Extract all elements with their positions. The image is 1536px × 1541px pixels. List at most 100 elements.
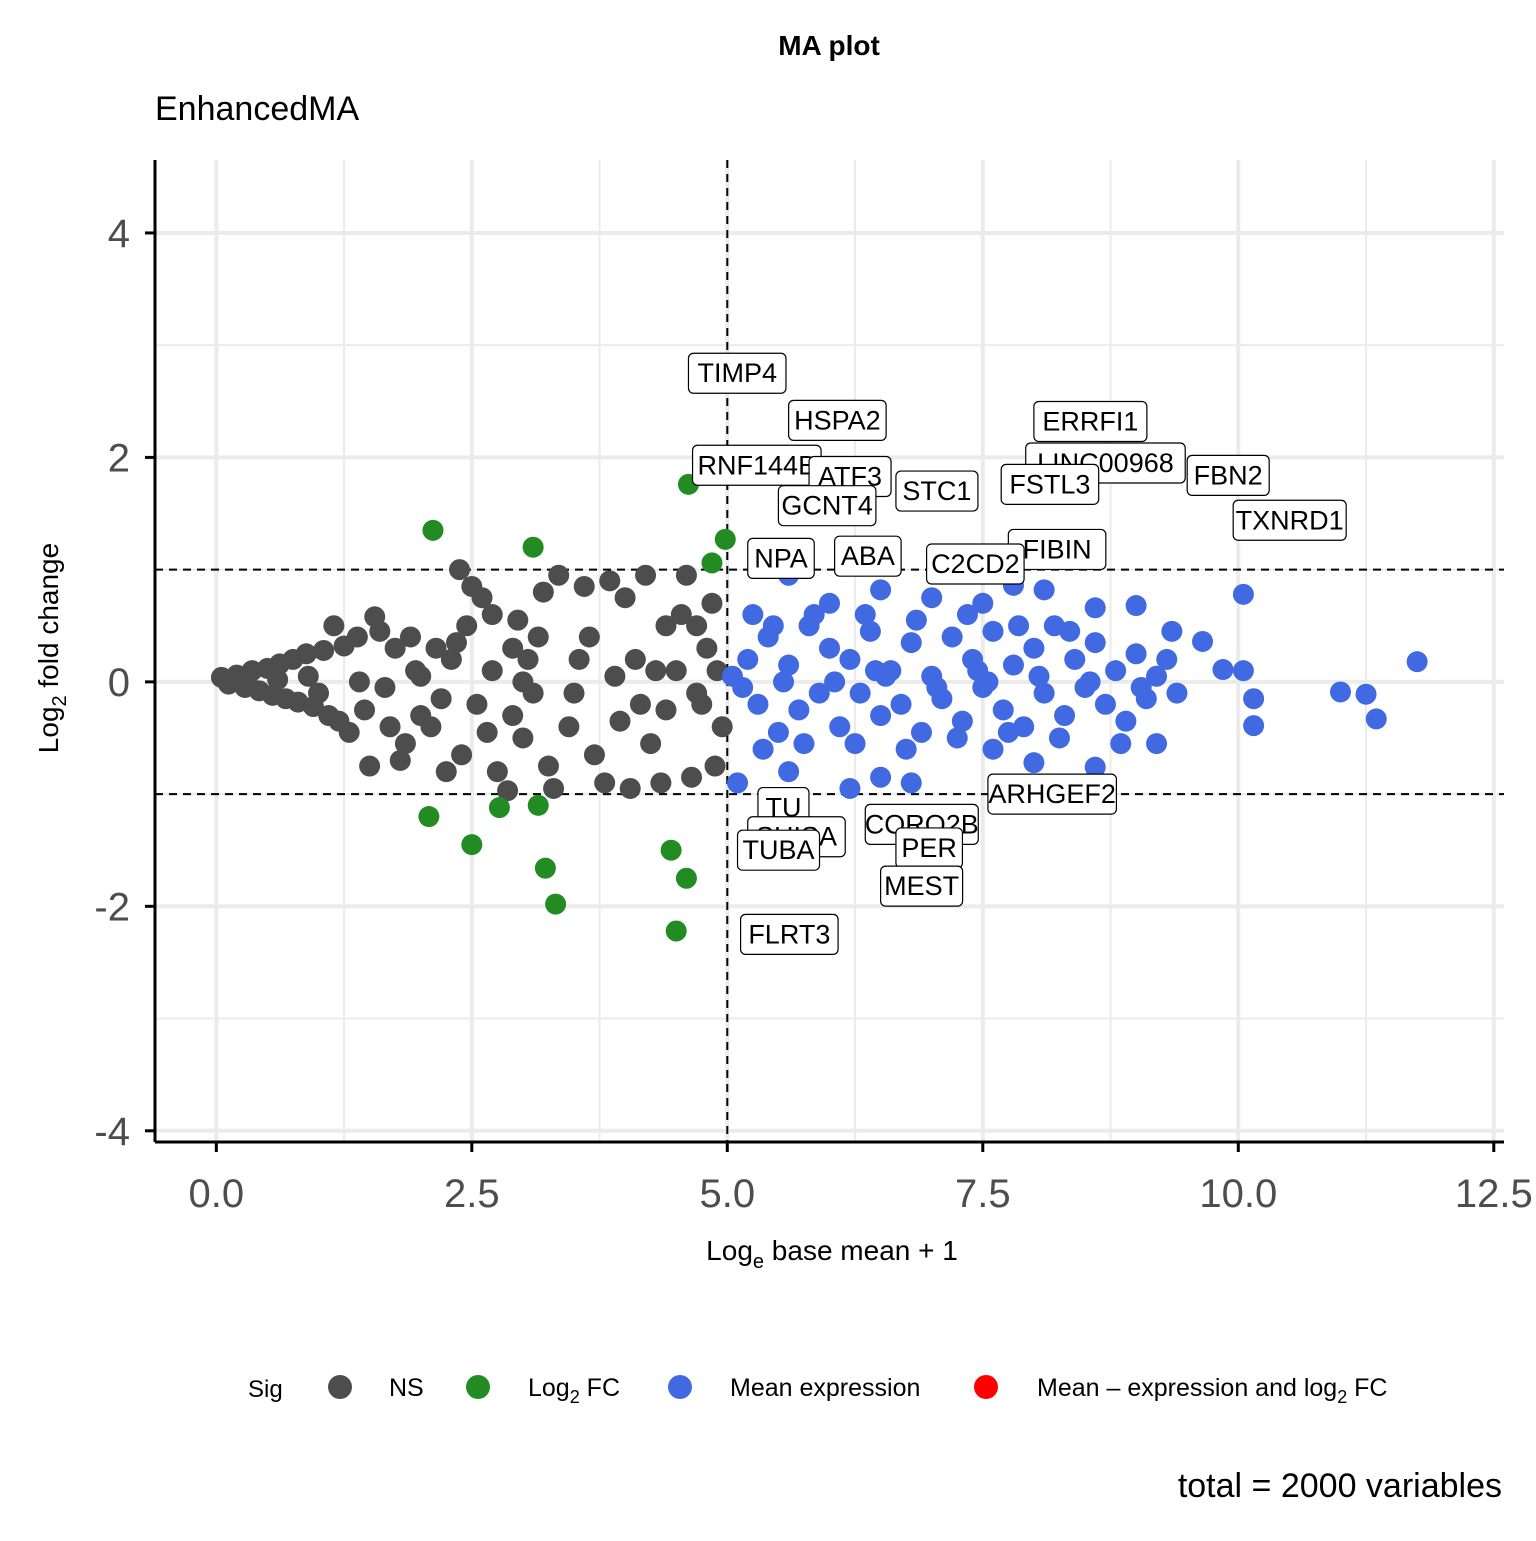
gene-label-box [788,399,887,441]
data-point [870,766,892,788]
data-point [839,777,861,799]
gene-label: C2CD2 [925,543,1025,585]
gene-label-box [879,865,964,907]
data-point [348,671,370,693]
data-point [394,733,416,755]
data-point [583,744,605,766]
data-point [711,716,733,738]
data-point [604,665,626,687]
data-point [1166,682,1188,704]
data-point [619,777,641,799]
gene-label: RNF144B [691,444,822,486]
data-point [517,648,539,670]
data-point [921,587,943,609]
gene-label-text: FSTL3 [1009,469,1090,499]
data-point [537,755,559,777]
data-point [788,699,810,721]
data-point [568,648,590,670]
gene-label-box [739,913,839,955]
y-tick-label: 0 [108,661,130,705]
data-point [609,710,631,732]
chart-title: MA plot [778,30,880,61]
data-point [456,615,478,637]
gene-label: ABA [834,535,902,577]
data-point [900,772,922,794]
gene-label-text: ARHGEF2 [988,779,1116,809]
data-point [655,699,677,721]
data-point [1048,727,1070,749]
data-point [399,626,421,648]
data-point [1115,710,1137,732]
data-point [425,637,447,659]
gene-label-text: FBN2 [1194,460,1263,490]
data-point [951,710,973,732]
data-point [476,721,498,743]
data-point [747,693,769,715]
gene-label-text: TXNRD1 [1236,505,1344,535]
data-point [1232,660,1254,682]
data-point [461,834,483,856]
gene-label: MEST [879,865,964,907]
data-point [374,676,396,698]
data-point [900,632,922,654]
legend-key [668,1375,692,1399]
y-tick-label: 2 [108,436,130,480]
gene-label: TIMP4 [687,352,787,394]
legend-title: Sig [248,1376,283,1403]
gene-label: NPA [747,537,815,580]
data-point [1232,583,1254,605]
gene-label-text: HSPA2 [794,405,881,435]
gene-label-box [925,543,1025,585]
data-point [435,761,457,783]
data-point [1243,688,1265,710]
data-point [543,777,565,799]
legend-label: Mean expression [730,1374,920,1402]
data-point [778,654,800,676]
data-point [624,648,646,670]
data-point [440,648,462,670]
data-point [1243,715,1265,737]
data-point [890,693,912,715]
legend-item-meanexpr: Mean expression [668,1374,920,1402]
legend-key [974,1375,998,1399]
data-point [824,671,846,693]
data-point [972,592,994,614]
gene-label: FLRT3 [739,913,839,955]
legend-item-ns: NS [328,1374,424,1402]
chart-subtitle: EnhancedMA [155,90,359,128]
data-point [956,604,978,626]
gene-label: TUBA [736,829,821,871]
data-point [946,727,968,749]
data-point [1212,659,1234,681]
data-point [727,772,749,794]
data-point [471,587,493,609]
gene-label-box [834,535,902,577]
data-point [384,637,406,659]
data-point [1146,733,1168,755]
data-point [655,615,677,637]
data-point [534,857,556,879]
data-point [512,727,534,749]
data-point [1161,620,1183,642]
gene-label: HSPA2 [788,399,887,441]
data-point [1079,671,1101,693]
data-point [1084,597,1106,619]
data-point [670,604,692,626]
legend: Sig NS Log2 FC Mean expression Mean – expres… [248,1374,1388,1407]
data-point [1125,643,1147,665]
data-point [941,626,963,648]
gene-label-box [1186,454,1270,496]
gene-label-box [777,485,877,527]
data-point [297,665,319,687]
legend-key [466,1375,490,1399]
data-point [295,643,317,665]
data-point [665,660,687,682]
data-point [445,632,467,654]
x-tick-label: 12.5 [1455,1172,1533,1216]
data-point [793,733,815,755]
data-point [563,682,585,704]
x-tick-label: 5.0 [699,1172,755,1216]
data-point [997,721,1019,743]
series-meanexpr [721,564,1428,799]
legend-item-log2fc: Log2 FC [466,1374,620,1407]
